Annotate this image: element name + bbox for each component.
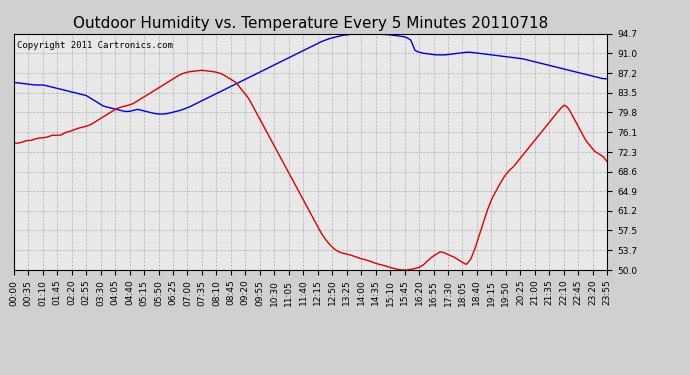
Title: Outdoor Humidity vs. Temperature Every 5 Minutes 20110718: Outdoor Humidity vs. Temperature Every 5… — [73, 16, 548, 31]
Text: Copyright 2011 Cartronics.com: Copyright 2011 Cartronics.com — [17, 41, 172, 50]
